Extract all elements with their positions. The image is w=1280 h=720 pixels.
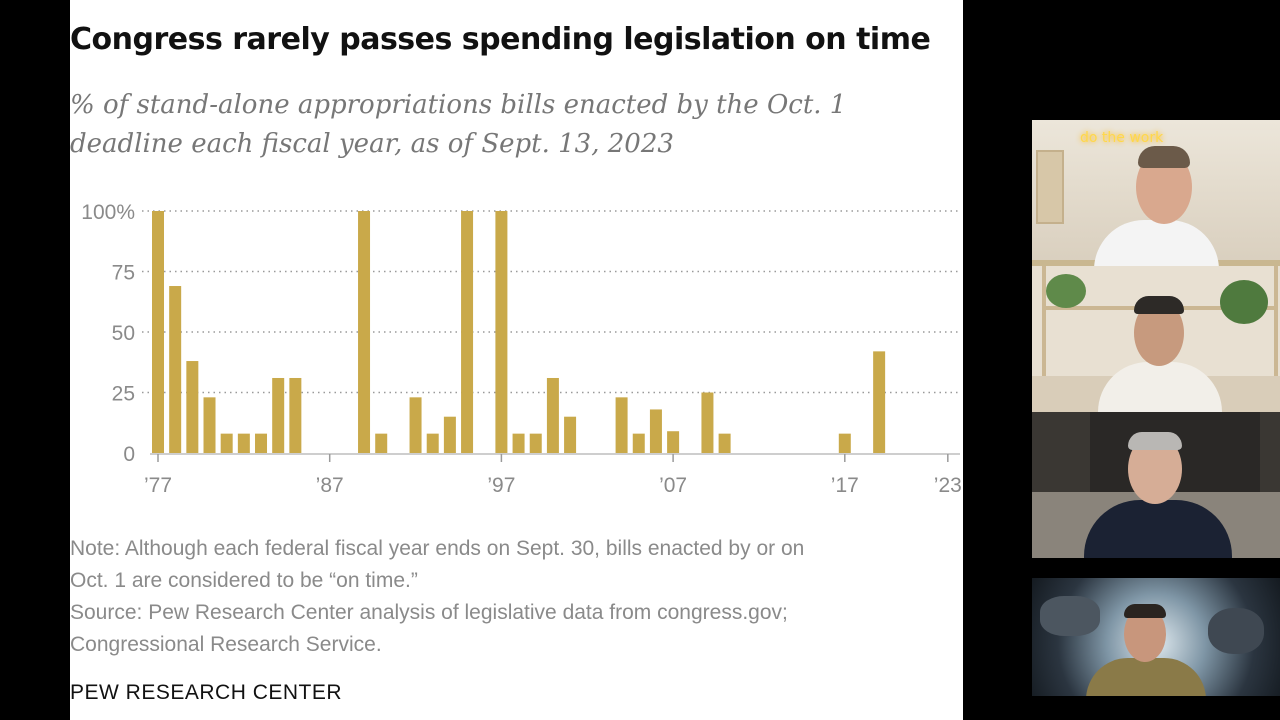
tick-labels: 0 25 50 75 100% ’77 ’87 ’97 ’07 ’17 ’23 [81, 201, 962, 497]
bar-1993 [426, 433, 439, 453]
video-tile-1[interactable]: do the work [1032, 120, 1280, 266]
chart-note-line-2: Oct. 1 are considered to be “on time.” [70, 569, 418, 592]
bar-2001 [564, 416, 577, 453]
x-tick-label: ’23 [934, 474, 962, 497]
bar-2010 [718, 433, 731, 453]
bar-1989 [358, 211, 371, 453]
bar-2005 [632, 433, 645, 453]
x-tick-label: ’17 [831, 474, 859, 497]
bar-2017 [838, 433, 851, 453]
pew-research-center-logo: PEW RESEARCH CENTER [70, 681, 343, 704]
bar-2000 [546, 377, 559, 453]
participant-3-body [1084, 500, 1232, 558]
space-debris-right [1208, 608, 1264, 654]
plant-right [1220, 280, 1268, 324]
bar-1977 [152, 211, 164, 453]
bar-1995 [461, 211, 474, 453]
bar-2019 [873, 351, 886, 453]
bar-1978 [169, 286, 182, 453]
bar-2009 [701, 392, 714, 453]
space-debris-left [1040, 596, 1100, 636]
x-tick-label: ’97 [487, 474, 515, 497]
participant-1-body [1094, 220, 1219, 266]
x-tick-label: ’87 [316, 474, 344, 497]
bar-1980 [203, 397, 216, 453]
y-tick-label: 25 [112, 383, 135, 406]
bar-1982 [237, 433, 250, 453]
chart-subtitle-line-2: deadline each fiscal year, as of Sept. 1… [70, 129, 674, 159]
chart-source-line-2: Congressional Research Service. [70, 633, 382, 656]
video-tile-2[interactable] [1032, 266, 1280, 412]
bars [152, 211, 886, 453]
participant-3-hair [1128, 432, 1182, 450]
y-tick-label: 75 [112, 262, 135, 285]
participant-4-hair [1124, 604, 1166, 618]
video-tile-4[interactable] [1032, 578, 1280, 696]
bar-1997 [495, 211, 508, 453]
bar-1994 [443, 416, 456, 453]
chart-note-line-1: Note: Although each federal fiscal year … [70, 537, 805, 560]
bar-2004 [615, 397, 628, 453]
bar-1984 [272, 377, 285, 453]
bar-1985 [289, 377, 302, 453]
bar-1998 [512, 433, 525, 453]
chart-title: Congress rarely passes spending legislat… [70, 22, 931, 57]
video-tile-3[interactable] [1032, 412, 1280, 558]
chart-source-line-1: Source: Pew Research Center analysis of … [70, 601, 788, 624]
participant-1-hair [1138, 146, 1190, 168]
bar-1983 [255, 433, 268, 453]
y-tick-label: 100% [81, 201, 135, 224]
bar-1981 [220, 433, 233, 453]
bar-1979 [186, 361, 199, 453]
bar-1990 [375, 433, 388, 453]
bar-2006 [649, 409, 662, 453]
bar-chart: 0 25 50 75 100% ’77 ’87 ’97 ’07 ’17 ’23 [81, 201, 962, 497]
y-tick-label: 50 [112, 322, 135, 345]
y-tick-label: 0 [123, 443, 135, 466]
participant-4-body [1086, 658, 1206, 696]
x-tick-label: ’77 [144, 474, 172, 497]
participant-2-hair [1134, 296, 1184, 314]
gridlines [142, 210, 960, 394]
x-tick-label: ’07 [659, 474, 687, 497]
wall-artwork [1036, 150, 1064, 224]
bar-1992 [409, 397, 422, 453]
x-axis [150, 453, 960, 462]
neon-sign: do the work [1080, 130, 1164, 146]
bar-2007 [667, 431, 680, 453]
bar-1999 [529, 433, 542, 453]
plant-left [1046, 274, 1086, 308]
chart-subtitle-line-1: % of stand-alone appropriations bills en… [70, 90, 847, 120]
chart-subtitle: % of stand-alone appropriations bills en… [70, 86, 930, 164]
chart-slide: Congress rarely passes spending legislat… [70, 0, 963, 720]
